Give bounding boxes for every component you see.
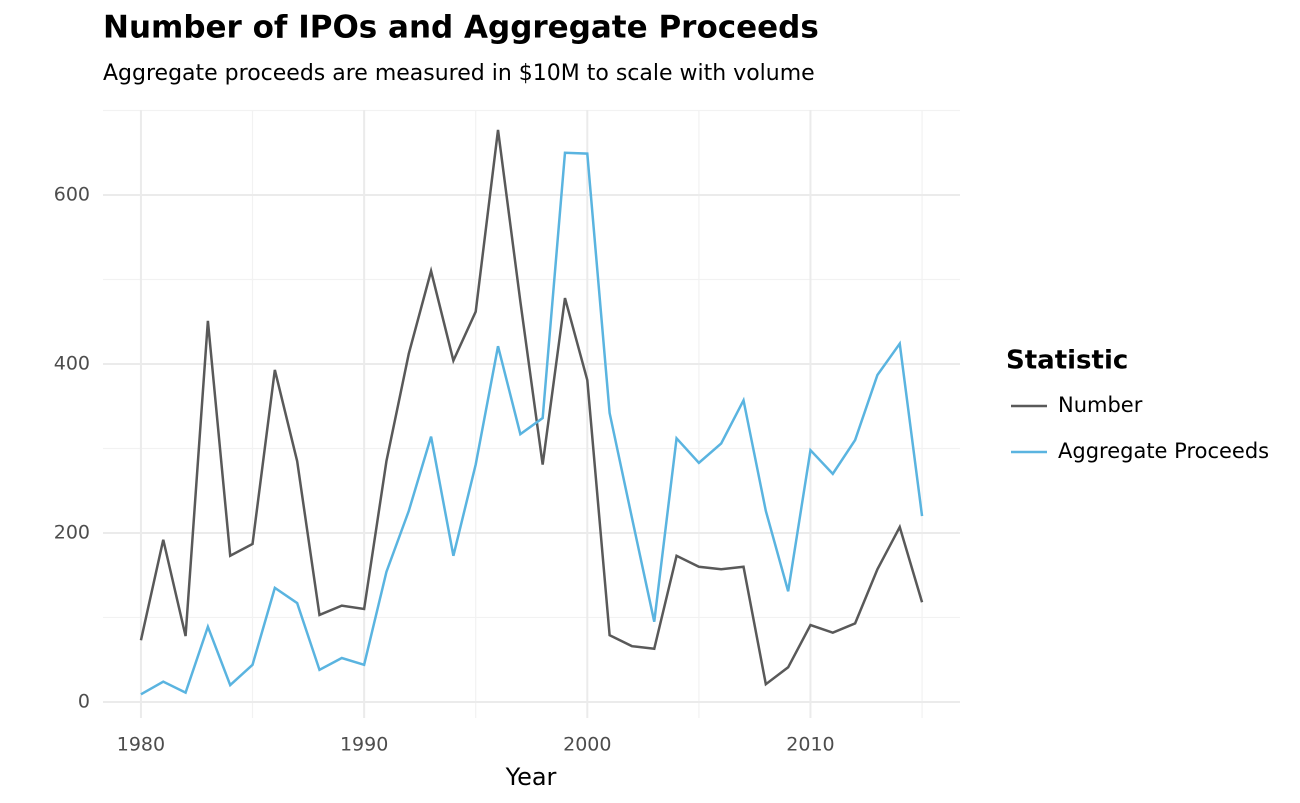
y-tick-label: 0: [78, 690, 90, 712]
y-tick-label: 600: [54, 183, 90, 205]
x-tick-label: 2010: [786, 734, 834, 756]
legend-label: Aggregate Proceeds: [1058, 439, 1269, 463]
x-tick-label: 2000: [563, 734, 611, 756]
legend-title: Statistic: [1006, 346, 1128, 376]
y-tick-label: 200: [54, 521, 90, 543]
x-tick-label: 1990: [340, 734, 388, 756]
y-tick-label: 400: [54, 352, 90, 374]
data-line: [140, 151, 924, 696]
data-line: [139, 129, 924, 687]
x-axis-title: Year: [505, 763, 557, 791]
legend-label: Number: [1058, 393, 1143, 417]
x-tick-label: 1980: [117, 734, 165, 756]
chart-title: Number of IPOs and Aggregate Proceeds: [103, 10, 819, 46]
chart-subtitle: Aggregate proceeds are measured in $10M …: [103, 61, 815, 86]
